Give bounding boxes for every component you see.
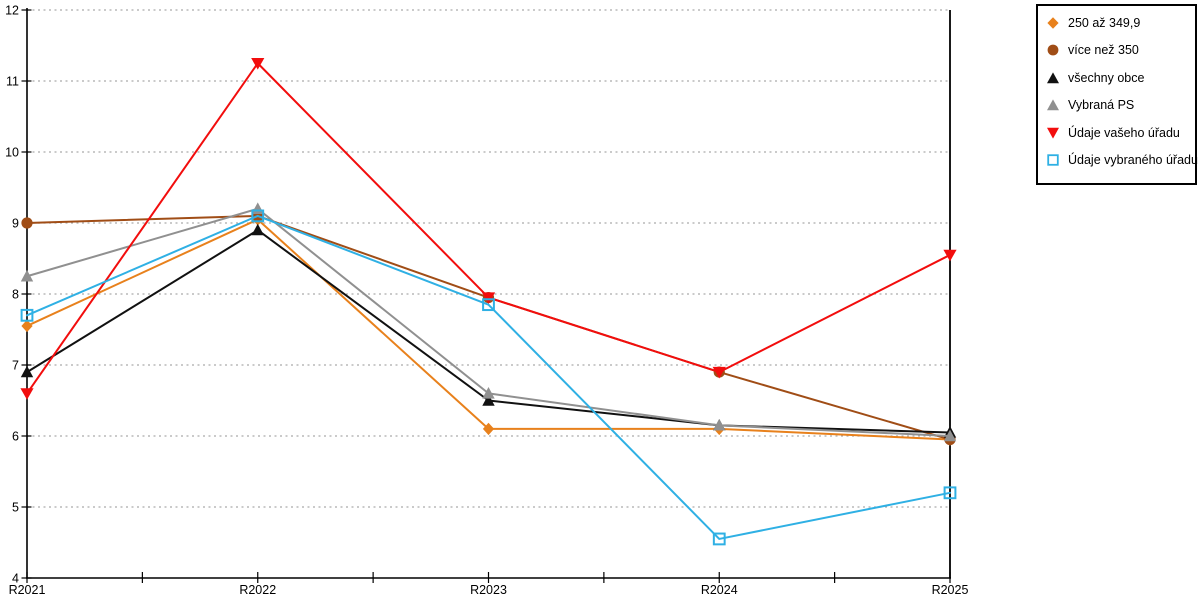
x-tick-label: R2022 <box>239 583 276 597</box>
series-4 <box>20 58 957 400</box>
legend-square-open-icon <box>1047 154 1059 166</box>
legend-item-label: Údaje vašeho úřadu <box>1068 125 1180 140</box>
marker-triangle-up <box>20 365 34 378</box>
marker-triangle-up <box>943 429 957 442</box>
legend-item-1: více než 350 <box>1046 37 1191 65</box>
legend-triangle-up-icon <box>1047 72 1059 83</box>
series-5 <box>20 209 957 546</box>
legend-circle-icon <box>1047 44 1059 56</box>
chart-legend: 250 až 349,9 více než 350 všechny obce Vybr… <box>1036 4 1198 185</box>
x-tick-label: R2024 <box>701 583 738 597</box>
marker-diamond <box>482 422 495 436</box>
marker-triangle-up <box>482 387 495 399</box>
series-2 <box>20 223 957 438</box>
legend-triangle-down-icon <box>1047 127 1059 139</box>
y-tick-label: 6 <box>12 430 19 444</box>
series-line-0 <box>26 218 951 441</box>
legend-item-label: všechny obce <box>1068 70 1145 85</box>
y-tick-label: 11 <box>6 75 19 89</box>
marker-diamond <box>21 319 33 333</box>
marker-circle <box>21 217 33 229</box>
marker-triangle-up <box>251 223 264 236</box>
series-line-4 <box>26 62 951 395</box>
marker-square-open <box>20 308 34 322</box>
marker-triangle-down <box>712 366 726 379</box>
marker-triangle-down <box>251 58 265 70</box>
y-tick-label: 10 <box>5 146 19 160</box>
marker-square-open <box>251 209 265 223</box>
marker-square-open <box>943 486 957 500</box>
y-tick-label: 4 <box>12 572 19 586</box>
marker-triangle-down <box>481 292 496 304</box>
axes: 4 5 6 7 8 9 10 11 12 R2021 R2022 R2023 R2024 R2025 <box>5 4 968 598</box>
legend-item-label: 250 až 349,9 <box>1068 15 1141 30</box>
y-tick-label: 9 <box>12 217 19 231</box>
series-1 <box>21 210 956 446</box>
marker-triangle-up <box>713 418 726 431</box>
marker-triangle-up <box>20 269 34 282</box>
marker-triangle-up <box>482 394 495 406</box>
marker-square-open <box>482 298 495 312</box>
y-tick-label: 5 <box>12 501 19 515</box>
legend-item-label: více než 350 <box>1068 43 1139 58</box>
y-tick-label: 7 <box>12 359 19 373</box>
legend-item-0: 250 až 349,9 <box>1046 9 1191 37</box>
series-line-1 <box>26 214 951 441</box>
legend-item-4: Údaje vašeho úřadu <box>1046 119 1191 147</box>
marker-triangle-up <box>251 202 264 214</box>
x-tick-label: R2021 <box>9 583 46 597</box>
legend-item-2: všechny obce <box>1046 64 1191 92</box>
legend-diamond-icon <box>1047 16 1059 29</box>
legend-item-5: Údaje vybraného úřadu <box>1046 147 1198 175</box>
x-tick-label: R2025 <box>932 583 969 597</box>
marker-triangle-down <box>20 388 34 400</box>
y-tick-label: 12 <box>5 4 19 18</box>
series-line-5 <box>26 214 951 540</box>
legend-item-label: Vybraná PS <box>1068 98 1135 113</box>
marker-square-open <box>712 532 726 546</box>
legend-item-3: Vybraná PS <box>1046 92 1191 120</box>
legend-item-label: Údaje vybraného úřadu <box>1068 153 1198 168</box>
x-tick-label: R2023 <box>470 583 507 597</box>
marker-triangle-down <box>943 249 957 262</box>
legend-triangle-up-icon <box>1047 99 1059 111</box>
y-tick-label: 8 <box>12 288 19 302</box>
series-0 <box>21 213 956 446</box>
